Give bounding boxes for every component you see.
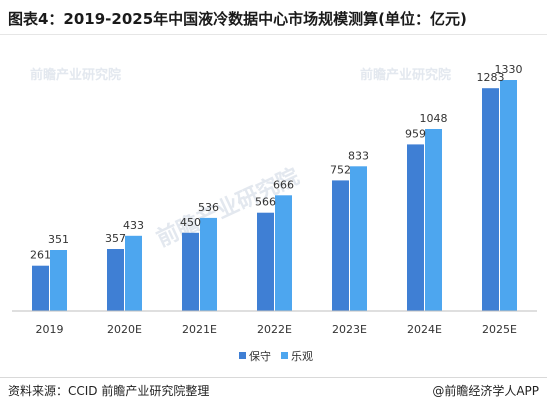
- bar-optimistic-2020E: [125, 235, 142, 311]
- value-label-optimistic-2024E: 1048: [420, 112, 448, 125]
- bar-conservative-2020E: [107, 249, 124, 311]
- bar-optimistic-2024E: [425, 129, 442, 311]
- bar-conservative-2025E: [482, 88, 499, 311]
- source-note: 资料来源：CCID 前瞻产业研究院整理: [8, 384, 210, 398]
- bar-optimistic-2023E: [350, 166, 367, 311]
- credit-note: @前瞻经济学人APP: [432, 384, 539, 398]
- bar-optimistic-2019: [50, 250, 67, 311]
- bar-conservative-2024E: [407, 144, 424, 311]
- value-label-conservative-2025E: 1283: [477, 71, 505, 84]
- bar-conservative-2023E: [332, 180, 349, 311]
- bar-optimistic-2022E: [275, 195, 292, 311]
- x-tick-label-2020E: 2020E: [107, 323, 142, 336]
- x-tick-label-2022E: 2022E: [257, 323, 292, 336]
- x-tick-labels-layer: 2019 2020E 2021E 2022E 2023E 2024E 2025E: [36, 323, 518, 336]
- legend-swatch-conservative: [239, 352, 246, 359]
- x-tick-label-2024E: 2024E: [407, 323, 442, 336]
- bar-conservative-2019: [32, 265, 49, 311]
- bar-optimistic-2021E: [200, 217, 217, 311]
- bars-layer: [32, 80, 517, 311]
- value-label-optimistic-2025E: 1330: [495, 63, 523, 76]
- x-tick-label-2025E: 2025E: [482, 323, 517, 336]
- legend: 保守 乐观: [239, 349, 313, 363]
- x-tick-label-2021E: 2021E: [182, 323, 217, 336]
- legend-label-optimistic: 乐观: [291, 350, 313, 363]
- value-label-conservative-2022E: 566: [255, 196, 276, 209]
- title-divider: [0, 34, 547, 35]
- x-tick-label-2019: 2019: [36, 323, 64, 336]
- value-label-optimistic-2023E: 833: [348, 149, 369, 162]
- bar-conservative-2022E: [257, 212, 274, 311]
- value-label-conservative-2023E: 752: [330, 163, 351, 176]
- value-label-optimistic-2022E: 666: [273, 178, 294, 191]
- legend-label-conservative: 保守: [249, 349, 271, 363]
- bar-conservative-2021E: [182, 232, 199, 311]
- value-label-optimistic-2021E: 536: [198, 201, 219, 214]
- value-label-conservative-2020E: 357: [105, 232, 126, 245]
- bar-optimistic-2025E: [500, 80, 517, 311]
- value-label-conservative-2019: 261: [30, 249, 51, 262]
- x-tick-label-2023E: 2023E: [332, 323, 367, 336]
- value-label-optimistic-2019: 351: [48, 233, 69, 246]
- chart-title: 图表4：2019-2025年中国液冷数据中心市场规模测算(单位：亿元): [8, 10, 467, 28]
- value-label-conservative-2024E: 959: [405, 127, 426, 140]
- value-label-conservative-2021E: 450: [180, 216, 201, 229]
- legend-swatch-optimistic: [281, 352, 288, 359]
- value-label-optimistic-2020E: 433: [123, 219, 144, 232]
- footer-divider: [0, 377, 547, 378]
